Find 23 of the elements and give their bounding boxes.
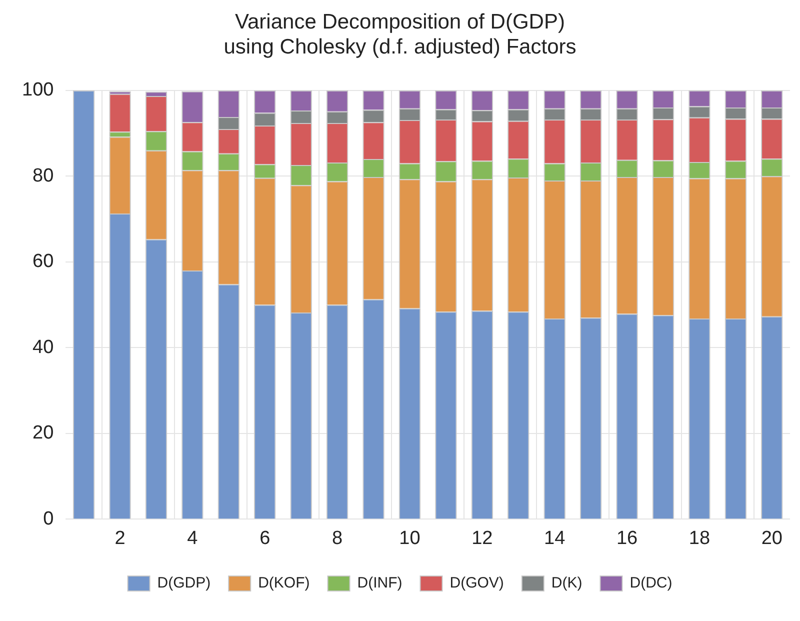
- legend-label: D(GDP): [157, 574, 211, 592]
- y-tick-label: 20: [32, 422, 54, 444]
- x-tick-label: 12: [472, 528, 493, 549]
- y-tick-label: 80: [32, 165, 54, 186]
- x-tick-label: 14: [544, 528, 566, 549]
- y-tick-label: 60: [32, 251, 54, 272]
- x-tick-label: 18: [688, 528, 710, 549]
- legend-label: D(GOV): [450, 574, 504, 592]
- x-tick-label: 2: [114, 528, 126, 549]
- x-tick-label: 8: [332, 528, 343, 549]
- y-tick-label: 0: [43, 508, 54, 530]
- legend-label: D(INF): [357, 574, 402, 592]
- y-tick-label: 40: [32, 336, 54, 358]
- y-tick-label: 100: [22, 80, 54, 101]
- legend-label: D(DC): [630, 574, 672, 592]
- x-tick-label: 4: [187, 528, 198, 549]
- x-tick-label: 6: [260, 528, 270, 549]
- legend-label: D(KOF): [258, 574, 310, 592]
- chart-title: Variance Decomposition of D(GDP) using Cholesky (d.f. adjusted) Factors: [224, 10, 576, 59]
- x-tick-label: 10: [399, 528, 420, 549]
- legend-label: D(K): [551, 574, 582, 592]
- x-tick-label: 20: [761, 528, 782, 549]
- x-tick-label: 16: [616, 528, 638, 549]
